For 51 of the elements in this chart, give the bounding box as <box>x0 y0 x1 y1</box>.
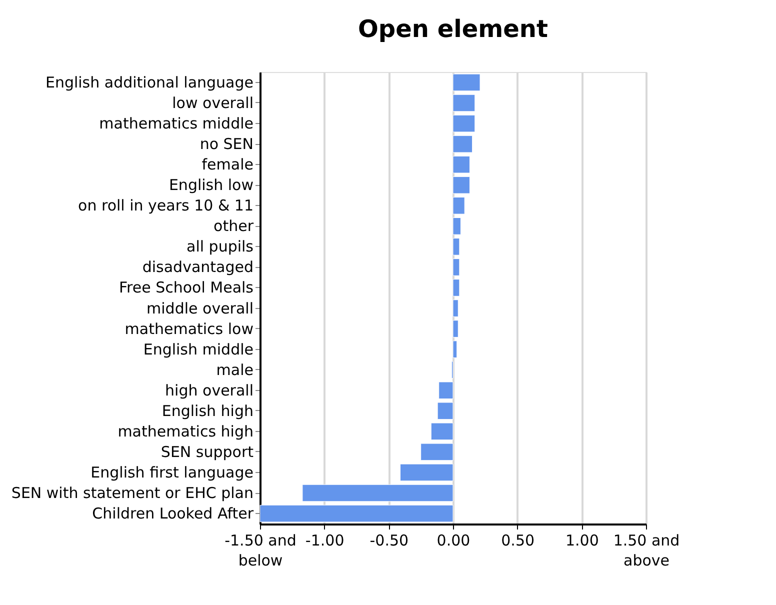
y-tick-label: on roll in years 10 & 11 <box>78 196 254 215</box>
bar <box>452 340 458 358</box>
y-tick-label: English additional language <box>45 73 254 92</box>
y-tick-label: mathematics middle <box>99 114 254 133</box>
bar <box>452 279 460 296</box>
y-tick-label: middle overall <box>146 299 254 318</box>
y-tick-label: Free School Meals <box>118 278 254 297</box>
bar <box>452 156 470 174</box>
y-tick-label: English low <box>168 176 254 194</box>
bar <box>420 443 454 461</box>
bar <box>452 74 480 92</box>
x-tick-label: 0.00 <box>436 532 470 550</box>
bar <box>452 217 461 235</box>
bar <box>452 300 458 317</box>
y-tick-label: SEN support <box>160 442 254 461</box>
y-tick-label: SEN with statement or EHC plan <box>11 484 254 502</box>
bar <box>452 94 476 112</box>
y-tick-label: high overall <box>165 381 254 400</box>
y-tick-label: Children Looked After <box>92 504 254 523</box>
bar <box>430 422 454 440</box>
bar <box>452 135 473 153</box>
y-tick-label: disadvantaged <box>142 258 254 276</box>
y-tick-label: other <box>214 217 254 236</box>
y-tick-label: male <box>216 360 254 379</box>
x-tick-label: 0.50 <box>501 532 535 550</box>
bar <box>438 382 454 400</box>
bar <box>437 402 454 420</box>
bar <box>452 320 458 338</box>
y-tick-label: all pupils <box>186 238 254 256</box>
y-tick-label: mathematics high <box>118 422 254 440</box>
bar <box>302 484 454 502</box>
x-tick-label: 1.00 <box>565 532 599 550</box>
y-tick-label: low overall <box>172 94 254 112</box>
y-tick-label: English first language <box>90 463 254 482</box>
bar <box>400 464 454 482</box>
bar <box>452 258 460 276</box>
bar <box>452 176 470 194</box>
y-tick-label: no SEN <box>200 135 254 154</box>
x-tick-label: -1.00 <box>305 532 344 550</box>
x-tick-label: -1.50 and below <box>224 532 296 570</box>
chart-title: Open element <box>358 15 548 43</box>
x-tick-label: 1.50 and above <box>613 532 680 570</box>
y-tick-label: English middle <box>143 340 254 358</box>
y-tick-label: mathematics low <box>124 320 254 338</box>
y-tick-label: female <box>202 156 254 174</box>
bar <box>452 196 465 214</box>
y-tick-label: English high <box>162 402 254 420</box>
x-tick-label: -0.50 <box>370 532 409 550</box>
bar <box>452 238 460 256</box>
bar <box>260 504 454 522</box>
bar <box>452 114 476 132</box>
